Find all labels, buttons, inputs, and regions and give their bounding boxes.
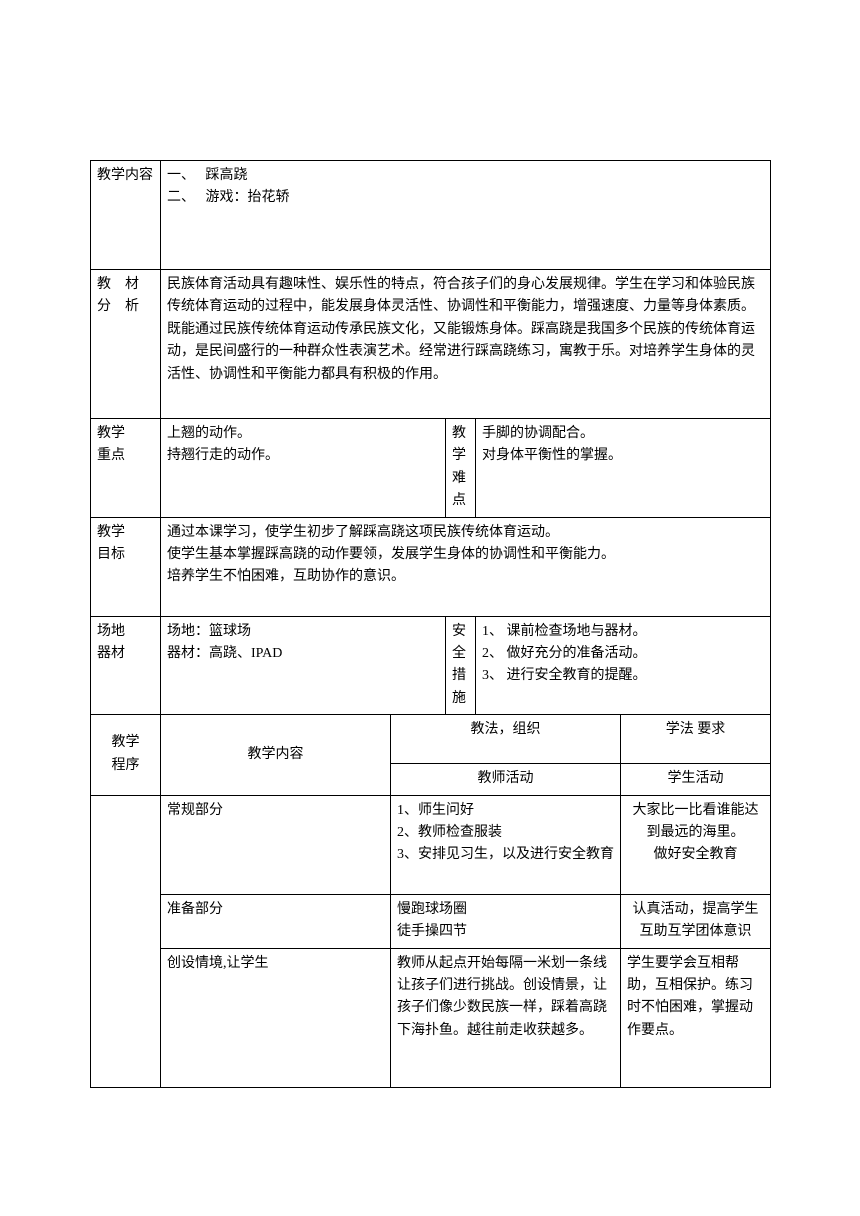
label-key-point: 教学 重点: [91, 419, 161, 518]
table-row: 教学 重点 上翘的动作。 持翘行走的动作。 教学 难点 手脚的协调配合。 对身体…: [91, 419, 771, 518]
cell-content: 准备部分: [161, 894, 391, 948]
cell-student-activity: 学生要学会互相帮助，互相保护。练习时不怕困难，掌握动作要点。: [621, 948, 771, 1087]
cell-difficult-point: 手脚的协调配合。 对身体平衡性的掌握。: [476, 419, 771, 518]
label-difficult-point: 教学 难点: [446, 419, 476, 518]
label-material-analysis: 教 材 分 析: [91, 270, 161, 419]
table-row: 教 材 分 析 民族体育活动具有趣味性、娱乐性的特点，符合孩子们的身心发展规律。…: [91, 270, 771, 419]
table-row: 教学 目标 通过本课学习，使学生初步了解踩高跷这项民族传统体育运动。 使学生基本…: [91, 517, 771, 616]
header-teacher-activity: 教师活动: [391, 764, 621, 795]
cell-material-analysis: 民族体育活动具有趣味性、娱乐性的特点，符合孩子们的身心发展规律。学生在学习和体验…: [161, 270, 771, 419]
table-row: 创设情境,让学生 教师从起点开始每隔一米划一条线让孩子们进行挑战。创设情景，让孩…: [91, 948, 771, 1087]
cell-teaching-content: 一、 踩高跷 二、 游戏：抬花轿: [161, 161, 771, 270]
cell-student-activity: 大家比一比看谁能达到最远的海里。 做好安全教育: [621, 795, 771, 894]
cell-teacher-activity: 慢跑球场圈 徒手操四节: [391, 894, 621, 948]
label-teaching-content: 教学内容: [91, 161, 161, 270]
cell-safety: 1、 课前检查场地与器材。 2、 做好充分的准备活动。 3、 进行安全教育的提醒…: [476, 616, 771, 715]
table-row: 常规部分 1、师生问好 2、教师检查服装 3、安排见习生，以及进行安全教育 大家…: [91, 795, 771, 894]
cell-teacher-activity: 1、师生问好 2、教师检查服装 3、安排见习生，以及进行安全教育: [391, 795, 621, 894]
table-row: 准备部分 慢跑球场圈 徒手操四节 认真活动，提高学生互助互学团体意识: [91, 894, 771, 948]
header-procedure: 教学 程序: [91, 715, 161, 795]
cell-content: 创设情境,让学生: [161, 948, 391, 1087]
header-method: 教法，组织: [391, 715, 621, 764]
table-row: 教学 程序 教学内容 教法，组织 学法 要求: [91, 715, 771, 764]
header-learn: 学法 要求: [621, 715, 771, 764]
cell-venue-equipment: 场地：篮球场 器材：高跷、IPAD: [161, 616, 446, 715]
cell-key-point: 上翘的动作。 持翘行走的动作。: [161, 419, 446, 518]
cell-teacher-activity: 教师从起点开始每隔一米划一条线让孩子们进行挑战。创设情景，让孩子们像少数民族一样…: [391, 948, 621, 1087]
table-row: 教学内容 一、 踩高跷 二、 游戏：抬花轿: [91, 161, 771, 270]
label-venue-equipment: 场地 器材: [91, 616, 161, 715]
lesson-plan-page: 教学内容 一、 踩高跷 二、 游戏：抬花轿 教 材 分 析 民族体育活动具有趣味…: [0, 0, 860, 1148]
lesson-plan-table: 教学内容 一、 踩高跷 二、 游戏：抬花轿 教 材 分 析 民族体育活动具有趣味…: [90, 160, 771, 1088]
cell-student-activity: 认真活动，提高学生互助互学团体意识: [621, 894, 771, 948]
header-content: 教学内容: [161, 715, 391, 795]
header-student-activity: 学生活动: [621, 764, 771, 795]
table-row: 场地 器材 场地：篮球场 器材：高跷、IPAD 安 全 措 施 1、 课前检查场…: [91, 616, 771, 715]
cell-procedure-blank: [91, 795, 161, 1087]
label-safety: 安 全 措 施: [446, 616, 476, 715]
cell-objective: 通过本课学习，使学生初步了解踩高跷这项民族传统体育运动。 使学生基本掌握踩高跷的…: [161, 517, 771, 616]
cell-content: 常规部分: [161, 795, 391, 894]
label-objective: 教学 目标: [91, 517, 161, 616]
